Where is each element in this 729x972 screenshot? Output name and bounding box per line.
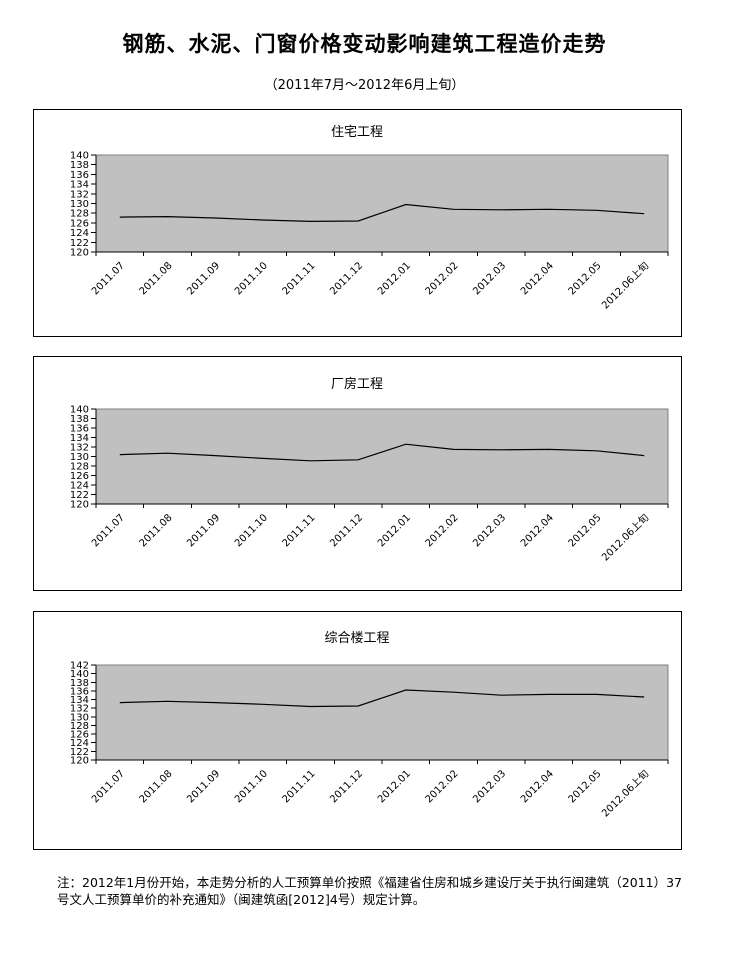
y-tick-label: 128 [70, 721, 89, 732]
plot-area [95, 154, 669, 253]
x-tick-label: 2011.11 [281, 512, 318, 549]
x-tick-label: 2011.09 [185, 768, 222, 805]
complex-building-line-chart: 综合楼工程 1201221241261281301321341361381401… [70, 631, 669, 820]
trend-line [119, 443, 645, 462]
x-tick-label: 2011.09 [185, 260, 222, 297]
x-tick-label: 2012.01 [376, 512, 413, 549]
x-tick-label: 2012.06上旬 [599, 259, 652, 312]
y-tick-label: 138 [70, 678, 89, 689]
x-tick-label: 2012.02 [424, 260, 461, 297]
y-tick-label: 120 [70, 756, 89, 767]
page-title: 钢筋、水泥、门窗价格变动影响建筑工程造价走势 [122, 32, 607, 56]
x-tick-label: 2012.01 [376, 768, 413, 805]
x-tick-label: 2012.03 [471, 260, 508, 297]
x-tick-label: 2012.05 [567, 260, 604, 297]
trend-line [119, 203, 645, 223]
x-tick-label: 2012.03 [471, 512, 508, 549]
x-tick-label: 2011.11 [281, 768, 318, 805]
y-tick-label: 136 [70, 686, 89, 697]
y-tick-label: 126 [70, 730, 89, 741]
x-tick-label: 2012.04 [519, 768, 556, 805]
y-tick-label: 134 [70, 433, 89, 444]
y-tick-label: 140 [70, 405, 89, 416]
y-tick-label: 132 [70, 704, 89, 715]
x-tick-label: 2012.02 [424, 512, 461, 549]
residential-chart-panel: 住宅工程 120 122 124 126 128 130 132 134 136 138 140 20… [33, 109, 682, 337]
x-tick-label: 2011.12 [328, 768, 365, 805]
x-tick-label: 2012.05 [567, 768, 604, 805]
x-tick-label: 2011.08 [138, 512, 175, 549]
x-tick-label: 2012.05 [567, 512, 604, 549]
plot-area [95, 408, 669, 505]
x-tick-label: 2011.12 [328, 260, 365, 297]
x-tick-label: 2012.04 [519, 512, 556, 549]
x-tick-label: 2011.09 [185, 512, 222, 549]
y-tick-label: 122 [70, 490, 89, 501]
y-tick-label: 124 [70, 738, 89, 749]
y-tick-label: 132 [70, 189, 89, 200]
chart-title: 厂房工程 [331, 376, 383, 392]
page-subtitle: （2011年7月～2012年6月上旬） [264, 78, 465, 93]
y-tick-label: 126 [70, 218, 89, 229]
y-tick-label: 134 [70, 695, 89, 706]
x-tick-label: 2011.11 [281, 260, 318, 297]
y-tick-label: 130 [70, 712, 89, 723]
y-tick-label: 130 [70, 199, 89, 210]
x-tick-label: 2012.06上旬 [599, 767, 652, 820]
x-tick-label: 2011.12 [328, 512, 365, 549]
y-tick-label: 126 [70, 471, 89, 482]
x-tick-label: 2011.10 [233, 260, 270, 297]
y-tick-label: 136 [70, 424, 89, 435]
y-tick-label: 140 [70, 669, 89, 680]
x-tick-label: 2012.04 [519, 260, 556, 297]
x-tick-label: 2011.07 [90, 768, 127, 805]
y-tick-label: 120 [70, 500, 89, 511]
y-tick-label: 124 [70, 481, 89, 492]
x-tick-label: 2011.10 [233, 768, 270, 805]
factory-chart-panel: 厂房工程 120 122 124 126 128 130 132 134 136 138 140 20… [33, 356, 682, 591]
chart-title: 住宅工程 [331, 125, 383, 140]
trend-line [119, 689, 645, 708]
y-tick-label: 138 [70, 414, 89, 425]
y-tick-label: 142 [70, 661, 89, 672]
y-tick-label: 128 [70, 462, 89, 473]
x-tick-label: 2011.07 [90, 512, 127, 549]
x-tick-label: 2011.08 [138, 768, 175, 805]
y-tick-label: 134 [70, 180, 89, 191]
y-tick-label: 138 [70, 160, 89, 171]
y-tick-label: 120 [70, 248, 89, 259]
y-tick-label: 128 [70, 209, 89, 220]
y-tick-label: 132 [70, 443, 89, 454]
chart-title: 综合楼工程 [324, 631, 389, 646]
y-tick-label: 140 [70, 151, 89, 162]
x-tick-label: 2011.10 [233, 512, 270, 549]
x-tick-label: 2011.08 [138, 260, 175, 297]
x-tick-label: 2011.07 [90, 260, 127, 297]
y-tick-label: 124 [70, 228, 89, 239]
y-tick-label: 136 [70, 170, 89, 181]
y-tick-label: 130 [70, 452, 89, 463]
x-tick-label: 2012.01 [376, 260, 413, 297]
x-tick-label: 2012.02 [424, 768, 461, 805]
y-tick-label: 122 [70, 238, 89, 249]
x-tick-label: 2012.06上旬 [599, 511, 652, 564]
footnote: 注：2012年1月份开始，本走势分析的人工预算单价按照《福建省住房和城乡建设厅关… [57, 875, 682, 907]
complex-building-chart-panel: 综合楼工程 120 122 124 126 128 130 132 134 136 138 140 1… [33, 611, 682, 850]
x-tick-label: 2012.03 [471, 768, 508, 805]
y-tick-label: 122 [70, 747, 89, 758]
plot-area [95, 664, 669, 761]
